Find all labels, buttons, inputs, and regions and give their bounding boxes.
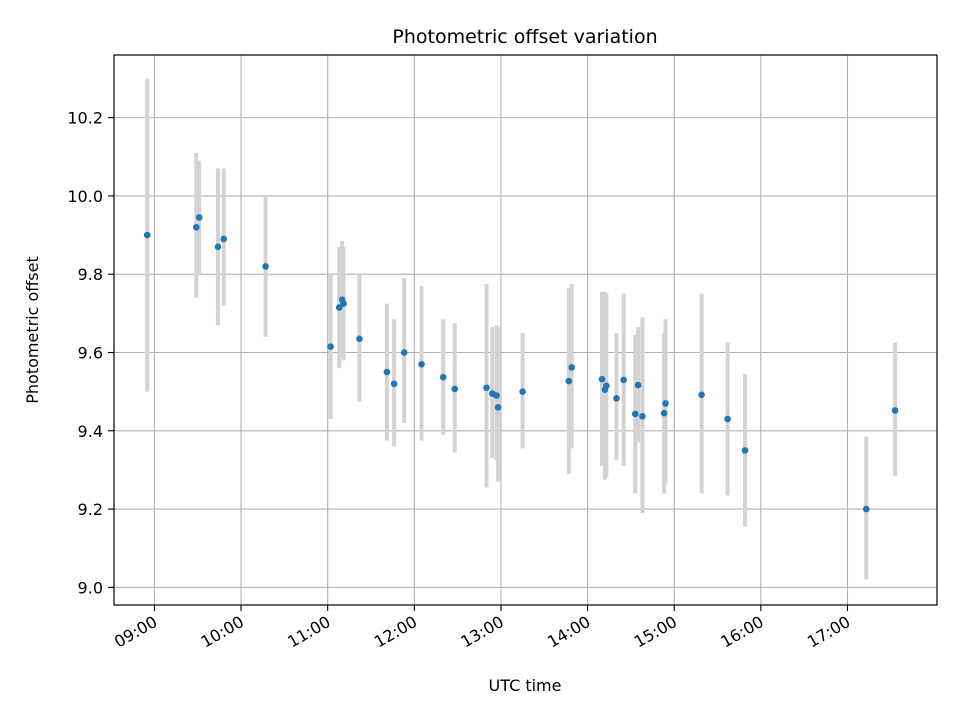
y-tick-label: 9.2 bbox=[78, 500, 103, 519]
data-point bbox=[356, 335, 363, 343]
x-tick-label: 11:00 bbox=[284, 612, 333, 652]
x-tick-label: 14:00 bbox=[544, 612, 593, 652]
y-axis: 9.0 9.2 9.4 9.6 9.8 10.0 10.2 bbox=[67, 109, 114, 597]
data-point bbox=[439, 373, 447, 381]
data-point bbox=[568, 364, 576, 371]
y-tick-label: 9.8 bbox=[78, 265, 103, 284]
data-point bbox=[613, 395, 620, 402]
data-point bbox=[335, 304, 343, 311]
data-point bbox=[262, 263, 269, 270]
data-point bbox=[390, 380, 398, 388]
chart-title: Photometric offset variation bbox=[392, 26, 657, 48]
y-tick-label: 9.4 bbox=[78, 422, 103, 441]
y-tick-label: 9.0 bbox=[78, 578, 103, 597]
data-point bbox=[195, 214, 203, 221]
data-point bbox=[193, 223, 200, 231]
x-tick-label: 10:00 bbox=[198, 612, 247, 652]
data-point bbox=[493, 392, 500, 399]
x-tick-label: 17:00 bbox=[804, 612, 853, 652]
data-point bbox=[891, 407, 899, 414]
data-point bbox=[483, 384, 490, 392]
y-axis-title: Photometric offset bbox=[23, 256, 42, 404]
data-point bbox=[340, 300, 347, 307]
data-point bbox=[519, 388, 526, 395]
data-point bbox=[451, 385, 459, 393]
plot-frame bbox=[113, 54, 938, 606]
data-point bbox=[143, 231, 151, 239]
data-point bbox=[214, 243, 222, 251]
x-tick-label: 15:00 bbox=[631, 612, 680, 652]
data-point bbox=[634, 381, 642, 389]
data-point bbox=[862, 505, 870, 513]
data-point bbox=[631, 410, 639, 418]
x-axis-title: UTC time bbox=[489, 676, 562, 695]
data-point bbox=[494, 404, 502, 411]
x-tick-label: 13:00 bbox=[458, 612, 507, 652]
y-tick-label: 9.6 bbox=[78, 344, 103, 363]
data-points bbox=[143, 214, 899, 513]
data-point bbox=[660, 409, 668, 417]
data-point bbox=[327, 343, 334, 350]
x-tick-label: 12:00 bbox=[371, 612, 420, 652]
data-point bbox=[383, 368, 391, 376]
y-tick-label: 10.2 bbox=[67, 109, 103, 128]
data-point bbox=[598, 375, 606, 383]
data-point bbox=[220, 235, 228, 243]
data-point bbox=[603, 382, 610, 390]
x-tick-label: 09:00 bbox=[111, 612, 160, 652]
data-point bbox=[418, 360, 425, 368]
data-point bbox=[741, 447, 749, 454]
x-tick-label: 16:00 bbox=[717, 612, 766, 652]
data-point bbox=[400, 349, 408, 356]
data-point bbox=[662, 400, 669, 407]
data-point bbox=[639, 413, 646, 420]
y-tick-label: 10.0 bbox=[67, 187, 103, 206]
data-point bbox=[724, 415, 731, 423]
data-point bbox=[698, 391, 705, 399]
x-axis: 09:00 10:00 11:00 12:00 13:00 14:00 15:00 16:00… bbox=[111, 605, 853, 652]
error-bars bbox=[145, 78, 898, 580]
data-point bbox=[620, 376, 627, 384]
grid bbox=[114, 55, 937, 605]
data-point bbox=[565, 377, 573, 385]
